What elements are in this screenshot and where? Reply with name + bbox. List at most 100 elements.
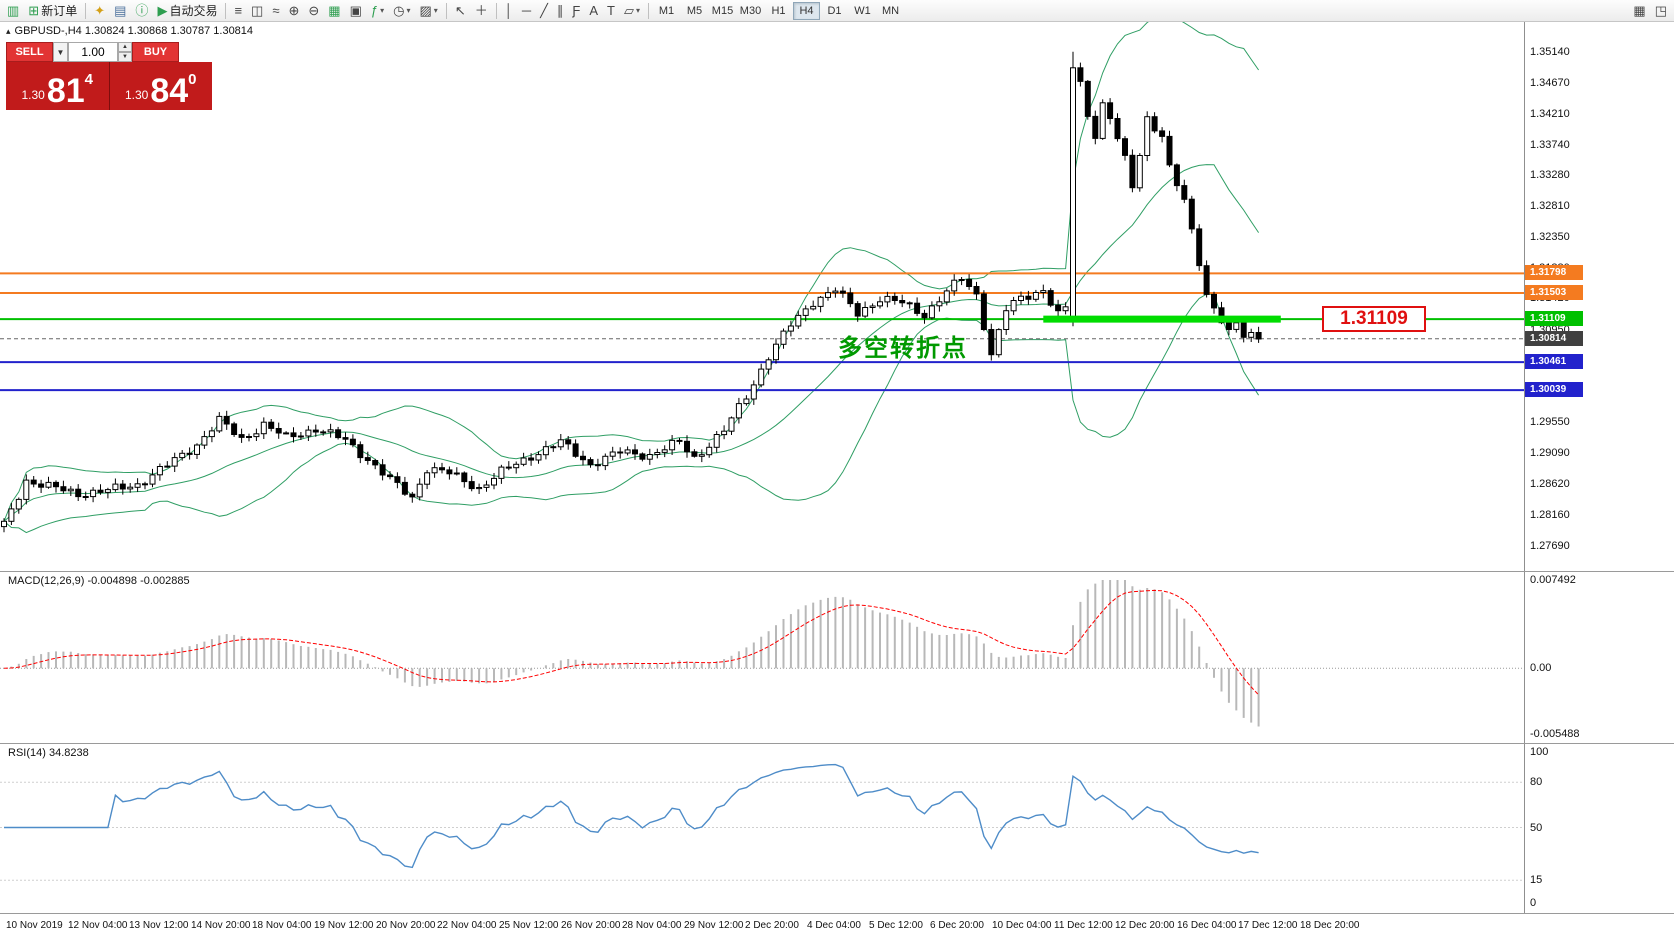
- candlestick-chart-button[interactable]: ◫: [247, 1, 267, 21]
- buy-price-prefix: 1.30: [124, 88, 149, 102]
- time-axis-label: 12 Dec 20:00: [1115, 920, 1175, 931]
- zoom-in-icon: ⊕: [288, 3, 300, 18]
- timeframe-m30-button[interactable]: M30: [737, 2, 764, 20]
- chart-icon: ▥: [7, 3, 20, 18]
- rsi-scale-label: 50: [1530, 822, 1543, 834]
- play-icon: ▶: [157, 3, 168, 18]
- label-button[interactable]: T: [603, 1, 619, 21]
- time-axis-label: 18 Dec 20:00: [1300, 920, 1360, 931]
- timeframe-d1-button[interactable]: D1: [821, 2, 848, 20]
- main-chart-plot[interactable]: [0, 22, 1524, 571]
- price-axis[interactable]: 1.35140 1.34670 1.34210 1.33740 1.33280 1.328…: [1524, 22, 1674, 571]
- crosshair-icon: ＋: [474, 3, 488, 18]
- chevron-down-icon: ▾: [406, 6, 411, 15]
- community-button[interactable]: ⓘ: [131, 1, 152, 21]
- line-chart-icon: ≈: [272, 3, 280, 18]
- trendline-button[interactable]: ╱: [536, 1, 552, 21]
- time-axis-label: 17 Dec 12:00: [1238, 920, 1298, 931]
- sell-price-prefix: 1.30: [21, 88, 45, 102]
- zoom-in-button[interactable]: ⊕: [284, 1, 303, 21]
- price-axis-label: 1.28620: [1530, 478, 1570, 490]
- zoom-out-button[interactable]: ⊖: [304, 1, 323, 21]
- candlestick-icon: ◫: [251, 3, 264, 18]
- turning-point-text: 多空转折点: [838, 335, 968, 362]
- text-icon: A: [589, 3, 599, 18]
- auto-trading-button[interactable]: ▶ 自动交易: [153, 1, 221, 21]
- price-axis-label: 1.34670: [1530, 77, 1570, 89]
- time-axis-label: 19 Nov 12:00: [314, 920, 374, 931]
- tile-windows-button[interactable]: ▦: [324, 1, 344, 21]
- price-level-tag: 1.31798: [1525, 265, 1583, 280]
- price-axis-label: 1.27690: [1530, 540, 1570, 552]
- volume-stepper: ▲ ▼: [118, 42, 132, 62]
- cursor-icon: ↖: [454, 3, 466, 18]
- timeframe-w1-button[interactable]: W1: [849, 2, 876, 20]
- chevron-down-icon: ▾: [380, 6, 385, 15]
- toolbar-separator: [648, 2, 649, 19]
- profiles-button[interactable]: ▤: [110, 1, 130, 21]
- crosshair-button[interactable]: ＋: [471, 1, 492, 21]
- periods-button[interactable]: ◷ ▾: [389, 1, 414, 21]
- timeframe-m1-button[interactable]: M1: [653, 2, 680, 20]
- shapes-icon: ▱: [623, 3, 634, 18]
- trendline-icon: ╱: [540, 3, 548, 18]
- indicators-button[interactable]: ƒ ▾: [367, 1, 388, 21]
- price-level-tag: 1.30039: [1525, 382, 1583, 397]
- timeframe-h1-button[interactable]: H1: [765, 2, 792, 20]
- volume-input[interactable]: [68, 42, 118, 62]
- macd-panel: 0.007492 0.00 -0.005488 MACD(12,26,9) -0.0…: [0, 572, 1674, 744]
- sell-button[interactable]: SELL: [6, 42, 53, 62]
- info-icon: ⓘ: [135, 3, 149, 18]
- rsi-scale-label: 80: [1530, 776, 1543, 788]
- macd-plot[interactable]: [0, 572, 1524, 743]
- cascade-windows-button[interactable]: ▣: [346, 1, 366, 21]
- macd-scale-label: 0.007492: [1530, 574, 1576, 586]
- chevron-down-icon: ▾: [635, 6, 640, 15]
- toolbar-separator: [85, 2, 87, 19]
- rsi-panel: 100 80 50 15 0 RSI(14) 34.8238: [0, 744, 1674, 914]
- toolbar-separator: [225, 2, 227, 19]
- rsi-scale-label: 0: [1530, 897, 1537, 909]
- timeframe-h4-button[interactable]: H4: [793, 1, 820, 20]
- cursor-button[interactable]: ↖: [451, 1, 470, 21]
- panel-toggle-icon[interactable]: ▴: [6, 26, 11, 36]
- time-axis-label: 10 Dec 04:00: [992, 920, 1052, 931]
- sell-price-display[interactable]: 1.30 81 4: [6, 62, 109, 110]
- price-axis-label: 1.29090: [1530, 447, 1570, 459]
- price-axis-label: 1.28160: [1530, 509, 1570, 521]
- timeframe-m15-button[interactable]: M15: [709, 2, 736, 20]
- text-button[interactable]: A: [585, 1, 602, 21]
- time-axis-label: 6 Dec 20:00: [930, 920, 984, 931]
- price-axis-label: 1.32350: [1530, 231, 1570, 243]
- window-grid-button[interactable]: ▦: [1629, 1, 1649, 21]
- window-expand-button[interactable]: ◳: [1651, 1, 1671, 21]
- vertical-line-button[interactable]: │: [501, 1, 517, 21]
- rsi-plot[interactable]: [0, 744, 1524, 913]
- price-level-tag: 1.30461: [1525, 354, 1583, 369]
- buy-button[interactable]: BUY: [132, 42, 179, 62]
- timeframe-m5-button[interactable]: M5: [681, 2, 708, 20]
- new-order-button[interactable]: ⊞ 新订单: [24, 1, 81, 21]
- volume-down-button[interactable]: ▼: [118, 52, 132, 62]
- channel-button[interactable]: ∥: [553, 1, 568, 21]
- rsi-scale-label: 15: [1530, 874, 1543, 886]
- volume-up-button[interactable]: ▲: [118, 42, 132, 52]
- fibonacci-button[interactable]: Ƒ: [568, 1, 584, 21]
- price-axis-label: 1.32810: [1530, 200, 1570, 212]
- bar-chart-button[interactable]: ≡: [230, 1, 246, 21]
- templates-button[interactable]: ▨ ▾: [416, 1, 442, 21]
- volume-dropdown-button[interactable]: ▼: [53, 42, 68, 62]
- buy-price-display[interactable]: 1.30 84 0: [109, 62, 212, 110]
- timeframe-mn-button[interactable]: MN: [877, 2, 904, 20]
- new-chart-button[interactable]: ▥: [3, 1, 23, 21]
- main-chart-panel: 1.35140 1.34670 1.34210 1.33740 1.33280 1.328…: [0, 22, 1674, 572]
- compass-button[interactable]: ✦: [90, 1, 109, 21]
- time-axis-label: 29 Nov 12:00: [684, 920, 744, 931]
- line-chart-button[interactable]: ≈: [268, 1, 283, 21]
- time-axis-label: 18 Nov 04:00: [252, 920, 312, 931]
- horizontal-line-button[interactable]: ─: [518, 1, 535, 21]
- time-axis[interactable]: 10 Nov 2019 12 Nov 04:00 13 Nov 12:00 14 No…: [0, 914, 1674, 944]
- horizontal-line-icon: ─: [521, 3, 532, 18]
- shapes-button[interactable]: ▱ ▾: [620, 1, 644, 21]
